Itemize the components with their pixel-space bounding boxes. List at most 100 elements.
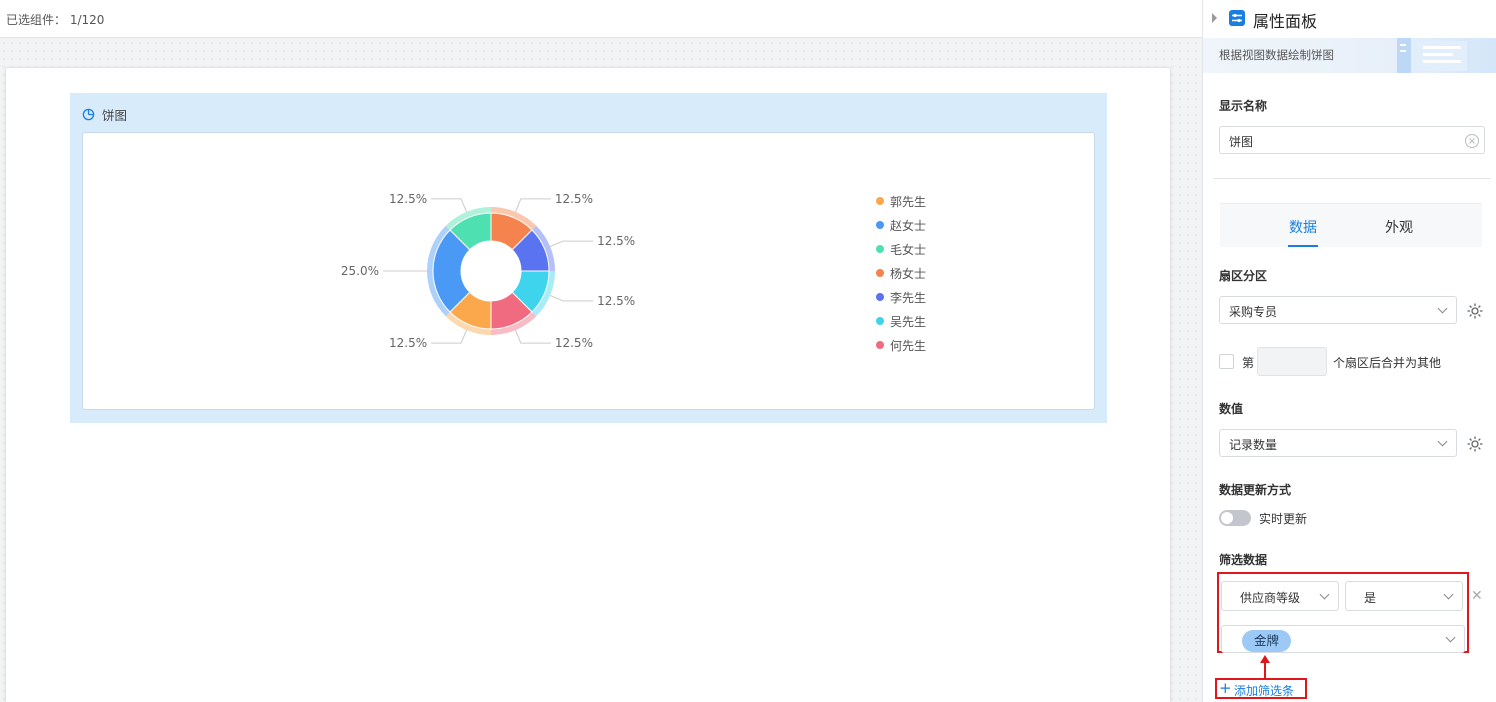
legend-label: 李先生: [890, 290, 927, 305]
display-name-input[interactable]: 饼图: [1219, 126, 1485, 154]
add-filter-button[interactable]: + 添加筛选条件: [1215, 678, 1307, 702]
value-label: 数值: [1219, 402, 1244, 416]
legend-marker: [876, 245, 884, 253]
panel-tabs: 数据 外观: [1220, 203, 1482, 247]
legend-item[interactable]: 何先生: [876, 333, 926, 357]
filter-value-select[interactable]: 金牌: [1221, 625, 1465, 653]
tab-data[interactable]: 数据: [1289, 220, 1317, 236]
document-illustration-icon: [1397, 38, 1467, 73]
legend-marker: [876, 317, 884, 325]
label-leader-line: [431, 329, 467, 344]
legend-marker: [876, 293, 884, 301]
display-name-value: 饼图: [1229, 135, 1254, 149]
legend-label: 杨女士: [890, 266, 927, 281]
merge-suffix: 个扇区后合并为其他: [1333, 356, 1442, 370]
tab-appearance[interactable]: 外观: [1385, 220, 1413, 236]
selected-count: 已选组件： 1/120: [6, 13, 105, 27]
divider: [1213, 178, 1491, 179]
slice-percent-label: 12.5%: [597, 234, 635, 248]
filter-operator-select[interactable]: 是: [1345, 581, 1463, 611]
merge-checkbox[interactable]: [1219, 354, 1234, 369]
realtime-toggle[interactable]: [1219, 510, 1251, 526]
filter-field-select[interactable]: 供应商等级: [1221, 581, 1339, 611]
chart-area: 12.5% 12.5% 12.5% 12.5% 12.5% 25.0% 12.5% 郭先生赵…: [82, 132, 1095, 410]
pie-chart: 12.5% 12.5% 12.5% 12.5% 12.5% 25.0% 12.5%: [341, 192, 635, 350]
sector-label: 扇区分区: [1219, 269, 1268, 283]
legend-item[interactable]: 毛女士: [876, 237, 926, 261]
pie-slice[interactable]: [449, 212, 492, 251]
legend-marker: [876, 341, 884, 349]
value-select[interactable]: 记录数量: [1219, 429, 1457, 457]
slice-percent-label: 12.5%: [555, 192, 593, 206]
filter-field-value: 供应商等级: [1240, 591, 1301, 605]
legend-label: 何先生: [890, 338, 927, 353]
filter-operator-value: 是: [1364, 591, 1377, 605]
chevron-down-icon: [1443, 589, 1454, 600]
close-icon[interactable]: ✕: [1471, 588, 1483, 604]
filter-tag[interactable]: 金牌: [1242, 630, 1292, 652]
widget-header: 饼图: [82, 105, 127, 124]
value-value: 记录数量: [1229, 438, 1278, 452]
label-leader-line: [549, 240, 594, 247]
annotation-arrow-line: [1264, 663, 1266, 679]
sector-value: 采购专员: [1229, 305, 1278, 319]
legend-item[interactable]: 杨女士: [876, 261, 926, 285]
pie-widget[interactable]: 饼图 12.5% 12.5% 12.5% 12.5% 12.5% 25.0% 12.5% 郭…: [70, 93, 1107, 423]
chevron-down-icon: [1445, 632, 1456, 643]
legend-item[interactable]: 赵女士: [876, 213, 926, 237]
merge-prefix: 第: [1242, 356, 1255, 370]
pie-slice-ring: [532, 225, 555, 271]
legend-label: 毛女士: [890, 242, 927, 257]
panel-description: 根据视图数据绘制饼图: [1203, 38, 1496, 73]
top-toolbar: 已选组件： 1/120: [0, 0, 1202, 38]
legend-marker: [876, 269, 884, 277]
label-leader-line: [515, 329, 551, 344]
clear-icon[interactable]: [1464, 133, 1480, 149]
legend-item[interactable]: 吴先生: [876, 309, 926, 333]
label-leader-line: [549, 295, 594, 302]
display-name-label: 显示名称: [1219, 99, 1268, 113]
pie-slice-ring: [491, 207, 537, 230]
chevron-down-icon: [1437, 303, 1448, 314]
legend-label: 吴先生: [890, 314, 927, 329]
pie-slice-ring: [532, 271, 555, 317]
chart-legend: 郭先生赵女士毛女士杨女士李先生吴先生何先生: [876, 189, 926, 357]
pie-chart-icon: [82, 108, 95, 121]
slice-percent-label: 25.0%: [341, 264, 379, 278]
legend-marker: [876, 197, 884, 205]
merge-count-input[interactable]: [1257, 347, 1327, 376]
active-tab-indicator: [1288, 245, 1318, 247]
slice-percent-label: 12.5%: [389, 336, 427, 350]
settings-panel-icon: [1229, 10, 1245, 26]
update-label: 数据更新方式: [1219, 483, 1292, 497]
annotation-arrow-head: [1260, 655, 1270, 663]
caret-right-icon[interactable]: [1212, 13, 1217, 23]
legend-item[interactable]: 郭先生: [876, 189, 926, 213]
legend-label: 赵女士: [890, 218, 927, 233]
filter-label: 筛选数据: [1219, 553, 1268, 567]
legend-item[interactable]: 李先生: [876, 285, 926, 309]
chevron-down-icon: [1437, 436, 1448, 447]
panel-title: 属性面板: [1253, 12, 1318, 31]
chevron-down-icon: [1319, 589, 1330, 600]
design-canvas[interactable]: 饼图 12.5% 12.5% 12.5% 12.5% 12.5% 25.0% 12.5% 郭…: [0, 39, 1202, 702]
pie-slice-ring: [445, 312, 491, 335]
add-filter-label: 添加筛选条件: [1234, 684, 1295, 702]
legend-label: 郭先生: [890, 194, 927, 209]
description-text: 根据视图数据绘制饼图: [1219, 48, 1334, 62]
pie-slice-ring: [426, 225, 450, 317]
filter-highlight-box: 供应商等级 是 金牌: [1217, 572, 1469, 653]
label-leader-line: [431, 198, 467, 213]
legend-marker: [876, 221, 884, 229]
sector-select[interactable]: 采购专员: [1219, 296, 1457, 324]
panel-header: 属性面板: [1203, 0, 1496, 38]
property-panel: 属性面板 根据视图数据绘制饼图 显示名称 饼图 数据 外观 扇区分区 采购专员 …: [1202, 0, 1496, 702]
gear-icon[interactable]: [1466, 435, 1484, 453]
label-leader-line: [515, 198, 551, 213]
plus-icon: +: [1219, 679, 1232, 697]
toggle-knob: [1221, 512, 1233, 524]
gear-icon[interactable]: [1466, 302, 1484, 320]
pie-slice-ring: [445, 207, 491, 230]
slice-percent-label: 12.5%: [555, 336, 593, 350]
update-option: 实时更新: [1259, 512, 1308, 526]
